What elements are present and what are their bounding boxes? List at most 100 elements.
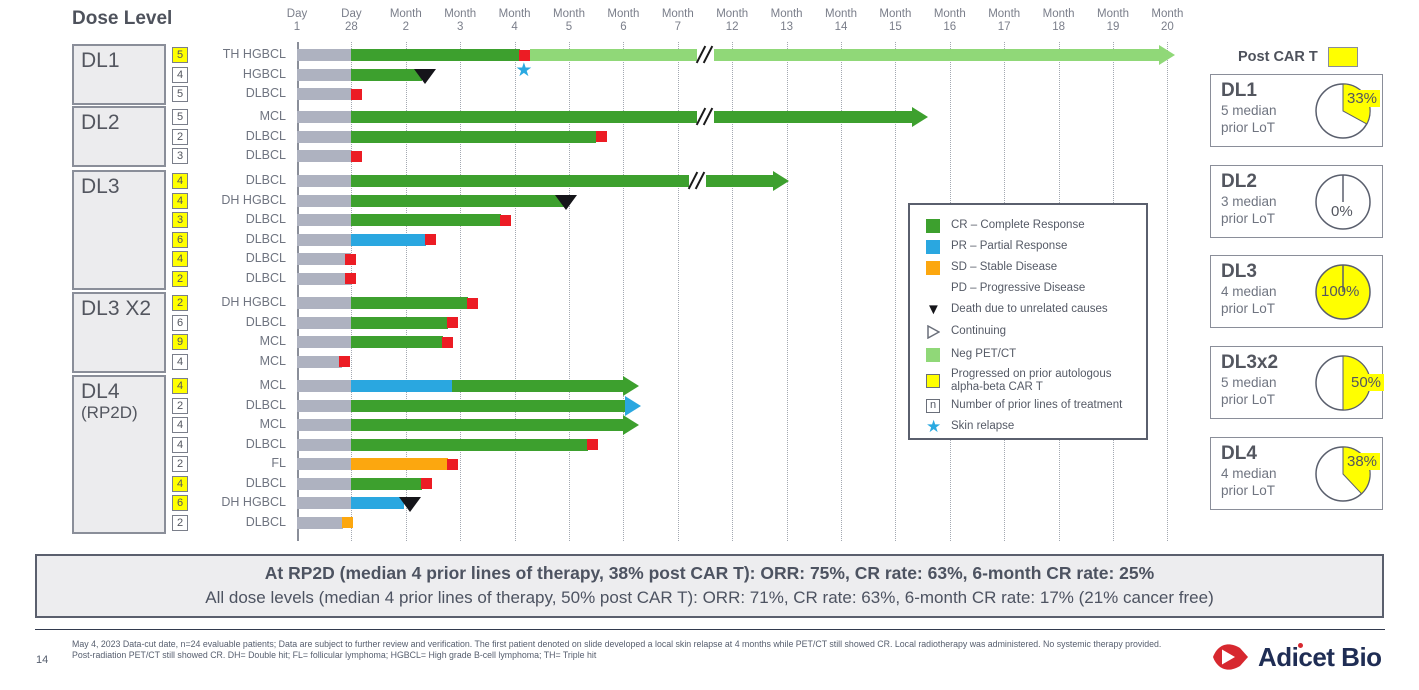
bar-segment-cr xyxy=(351,419,624,431)
axis-tick-label: Month 18 xyxy=(1042,8,1075,34)
axis-tick-label: Month 16 xyxy=(933,8,966,34)
prior-lines-badge: 4 xyxy=(172,378,188,394)
axis-gridline xyxy=(351,42,353,541)
legend-label: SD – Stable Disease xyxy=(951,261,1058,274)
disease-label: DLBCL xyxy=(245,173,286,187)
disease-label: DLBCL xyxy=(245,128,286,143)
axis-tick-label: Day 1 xyxy=(286,8,308,34)
bar-segment-pr xyxy=(351,497,405,509)
bar-segment-sd xyxy=(351,458,449,470)
card-title: DL3x2 xyxy=(1221,352,1279,373)
dose-level-box: DL1 xyxy=(72,44,166,105)
axis-tick-label: Month 19 xyxy=(1097,8,1129,34)
dose-level-card: DL2 3 median prior LoT 0% xyxy=(1210,165,1383,238)
bar-segment-cr xyxy=(351,316,449,329)
legend-item: SD – Stable Disease xyxy=(926,261,1136,275)
pie-wrap: 0% xyxy=(1310,169,1376,235)
prior-lines-badge: 5 xyxy=(172,86,188,102)
disease-label: DH HGBCL xyxy=(221,495,286,509)
bar-segment-lead xyxy=(297,49,352,61)
continuing-arrow-icon xyxy=(623,415,640,435)
axis-gridline xyxy=(895,42,897,541)
adicet-logo-icon xyxy=(1213,644,1248,670)
axis-gridline xyxy=(841,42,842,541)
post-cart-pie xyxy=(1315,83,1371,139)
page-number: 14 xyxy=(36,654,49,666)
death-marker-icon xyxy=(399,497,422,512)
card-median-lot: 3 median xyxy=(1221,194,1277,209)
legend-box: CR – Complete Response PR – Partial Respo… xyxy=(908,203,1148,440)
prior-lines-badge: 6 xyxy=(172,495,188,511)
legend-item: PD – Progressive Disease xyxy=(926,282,1136,296)
bar-segment-lead xyxy=(297,253,352,265)
dose-level-card: DL4 4 median prior LoT 38% xyxy=(1210,437,1383,510)
axis-gridline xyxy=(677,42,679,541)
legend-item: Neg PET/CT xyxy=(926,348,1136,362)
skin-relapse-legend-icon: ★ xyxy=(926,417,942,436)
disease-label: DLBCL xyxy=(245,314,286,329)
prior-lines-badge: 4 xyxy=(172,251,188,267)
pd-marker-icon xyxy=(425,234,437,245)
axis-tick-label: Month 15 xyxy=(879,8,912,34)
bar-segment-cr xyxy=(351,111,912,123)
card-median-lot: 4 median xyxy=(1221,466,1277,481)
cr-legend-swatch xyxy=(926,219,940,233)
prior-lines-badge: 2 xyxy=(172,295,188,311)
card-prior-lot: prior LoT xyxy=(1221,301,1276,316)
legend-label: Progressed on prior autologous alpha-bet… xyxy=(951,368,1112,394)
post-cart-pie xyxy=(1315,174,1371,230)
axis-tick-label: Month 14 xyxy=(825,8,857,34)
bar-segment-lead xyxy=(297,419,352,431)
axis-tick-label: Month 12 xyxy=(716,8,749,34)
bar-segment-lead xyxy=(297,88,352,100)
dose-level-label: DL4 xyxy=(81,380,120,403)
pd-marker-icon xyxy=(351,150,363,162)
pd-marker-icon xyxy=(596,131,608,142)
dose-level-label: DL1 xyxy=(81,49,120,72)
bar-segment-lead xyxy=(297,458,352,470)
pd-legend-swatch xyxy=(926,282,940,296)
negpet-legend-swatch xyxy=(926,348,940,362)
bar-segment-lead xyxy=(297,150,352,162)
prior-lines-badge: 2 xyxy=(172,270,188,287)
disease-label: DH HGBCL xyxy=(221,192,286,207)
bar-segment-lead xyxy=(297,316,352,329)
continuing-arrow-icon xyxy=(625,395,642,416)
axis-tick-label: Month 17 xyxy=(988,8,1021,34)
bar-segment-cr xyxy=(351,130,597,143)
legend-label: PR – Partial Response xyxy=(951,240,1068,253)
dose-level-card: DL3 4 median prior LoT 100% xyxy=(1210,255,1383,328)
post-cart-swatch xyxy=(1327,47,1358,67)
legend-label: Skin relapse xyxy=(951,420,1015,433)
pd-marker-icon xyxy=(447,317,459,328)
prior-lines-badge: 9 xyxy=(172,334,188,350)
legend-label: PD – Progressive Disease xyxy=(951,282,1086,295)
post-cart-header: Post CAR T xyxy=(1238,47,1358,67)
axis-break-icon xyxy=(695,106,714,128)
bar-segment-lead xyxy=(297,355,342,368)
death-marker-icon xyxy=(413,68,436,84)
legend-item: CR – Complete Response xyxy=(926,219,1136,233)
axis-tick-label: Month 13 xyxy=(770,8,803,34)
bar-segment-cr xyxy=(351,214,501,226)
axis-line xyxy=(297,42,299,541)
disease-label: MCL xyxy=(259,417,286,431)
prior-lines-badge: 6 xyxy=(172,314,188,331)
disease-label: DH HGBCL xyxy=(221,295,286,309)
card-median-lot: 5 median xyxy=(1221,375,1277,390)
n-legend-icon: n xyxy=(926,399,940,413)
bar-segment-cr xyxy=(351,399,626,412)
prior-lines-badge: 3 xyxy=(172,148,188,164)
pd-marker-icon xyxy=(467,297,479,309)
bar-segment-cr xyxy=(452,380,624,392)
prior-lines-badge: 2 xyxy=(172,514,188,531)
axis-tick-label: Month 6 xyxy=(607,8,640,34)
dose-level-box: DL4 (RP2D) xyxy=(72,375,166,534)
dose-level-label: DL2 xyxy=(81,111,120,134)
bar-segment-lead xyxy=(297,194,352,207)
post-cart-pie xyxy=(1315,446,1371,502)
axis-gridline xyxy=(460,42,462,541)
bar-segment-lead xyxy=(297,297,352,309)
bar-segment-lead xyxy=(297,175,352,187)
prior-lines-badge: 4 xyxy=(172,66,188,83)
